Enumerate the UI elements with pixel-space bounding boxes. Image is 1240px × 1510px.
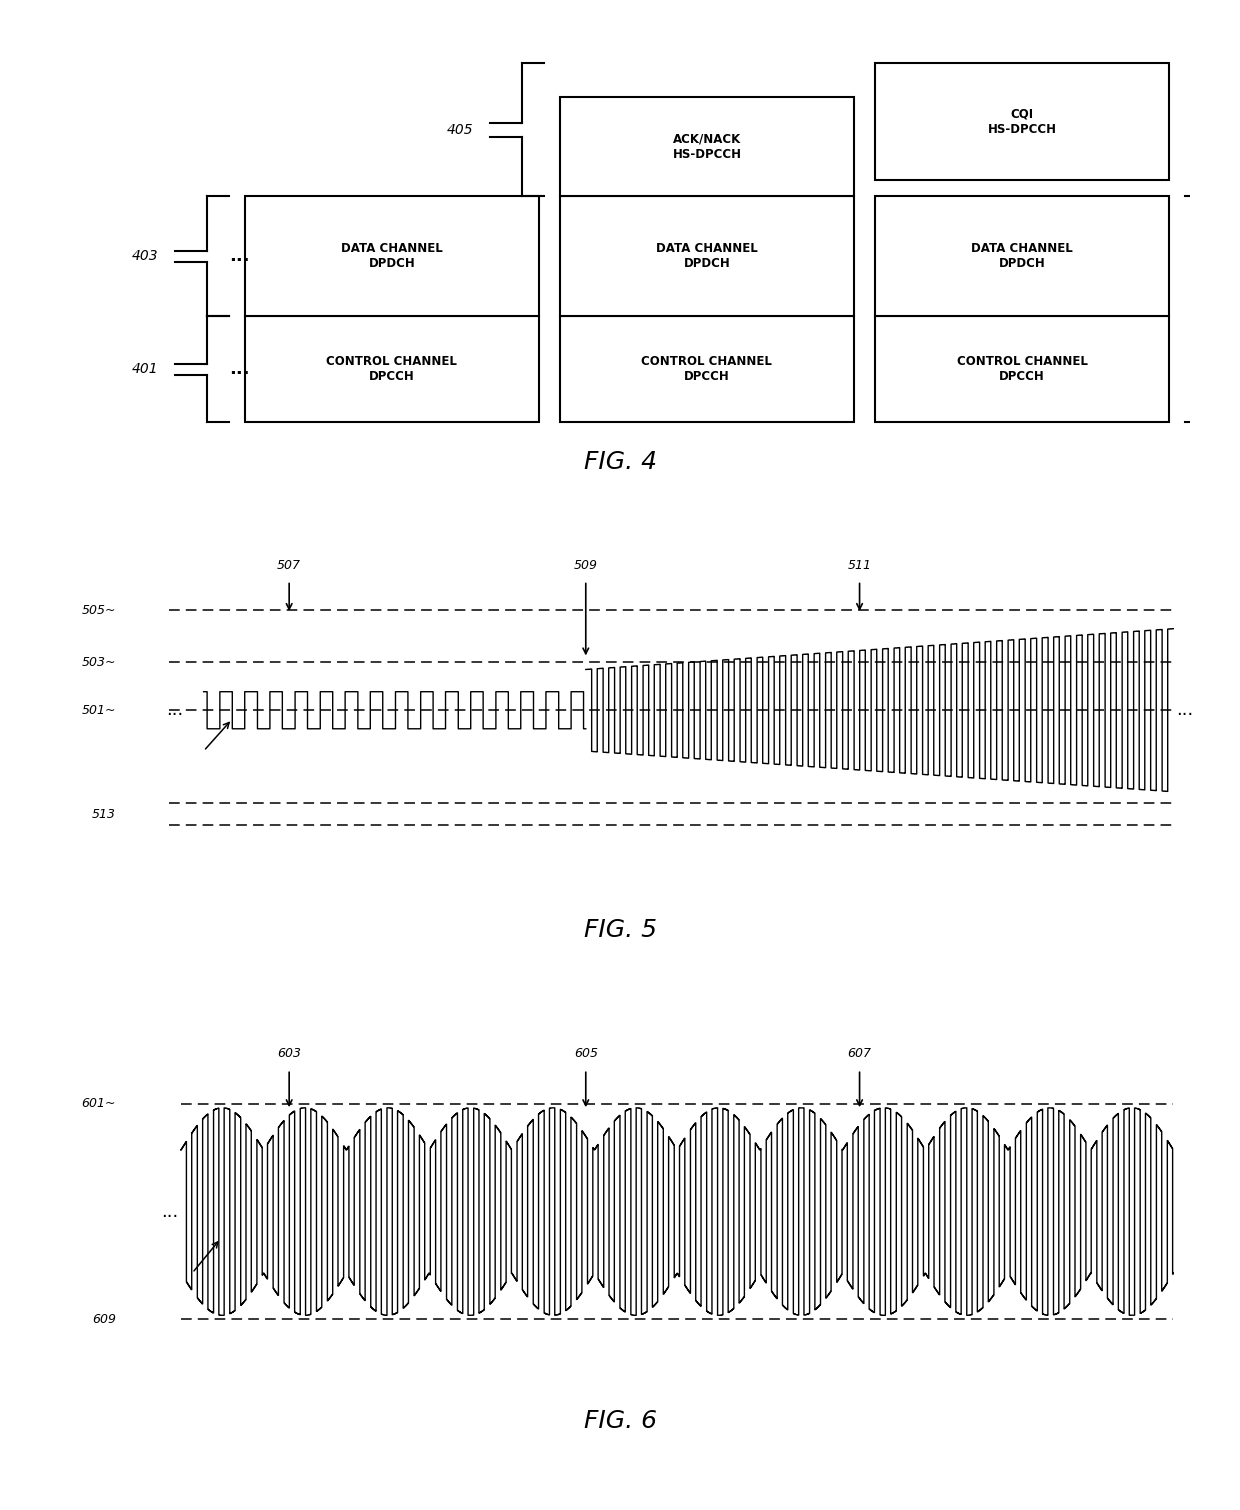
Text: CONTROL CHANNEL
DPCCH: CONTROL CHANNEL DPCCH [326,355,458,384]
Text: 607: 607 [848,1046,872,1060]
Text: CONTROL CHANNEL
DPCCH: CONTROL CHANNEL DPCCH [956,355,1087,384]
Text: ...: ... [161,1202,179,1220]
Bar [246,316,538,423]
Text: DATA CHANNEL
DPDCH: DATA CHANNEL DPDCH [971,242,1073,270]
Bar [560,196,853,316]
Text: CQI
HS-DPCCH: CQI HS-DPCCH [987,107,1056,136]
Text: DATA CHANNEL
DPDCH: DATA CHANNEL DPDCH [656,242,758,270]
Bar [560,316,853,423]
Text: 503~: 503~ [82,655,115,669]
Bar [246,196,538,316]
Text: FIG. 6: FIG. 6 [584,1409,656,1433]
Text: 601~: 601~ [82,1098,115,1110]
Bar [560,97,853,196]
Text: CONTROL CHANNEL
DPCCH: CONTROL CHANNEL DPCCH [641,355,773,384]
Bar [875,63,1168,180]
Text: FIG. 4: FIG. 4 [584,450,656,474]
Text: 511: 511 [848,559,872,572]
Bar [875,196,1168,316]
Text: 605: 605 [574,1046,598,1060]
Text: ...: ... [166,701,184,719]
Text: 609: 609 [92,1312,115,1326]
Text: DATA CHANNEL
DPDCH: DATA CHANNEL DPDCH [341,242,443,270]
Text: 505~: 505~ [82,604,115,616]
Text: ACK/NACK
HS-DPCCH: ACK/NACK HS-DPCCH [672,133,742,160]
Text: 501~: 501~ [82,704,115,717]
Text: ...: ... [229,248,250,266]
Text: 507: 507 [278,559,301,572]
Text: 509: 509 [574,559,598,572]
Text: ...: ... [1176,701,1193,719]
Text: 403: 403 [131,249,159,263]
Bar [875,316,1168,423]
Text: ...: ... [229,361,250,379]
Text: FIG. 5: FIG. 5 [584,918,656,942]
Text: 405: 405 [446,122,474,137]
Text: 513: 513 [92,808,115,820]
Text: 603: 603 [278,1046,301,1060]
Text: 401: 401 [131,362,159,376]
